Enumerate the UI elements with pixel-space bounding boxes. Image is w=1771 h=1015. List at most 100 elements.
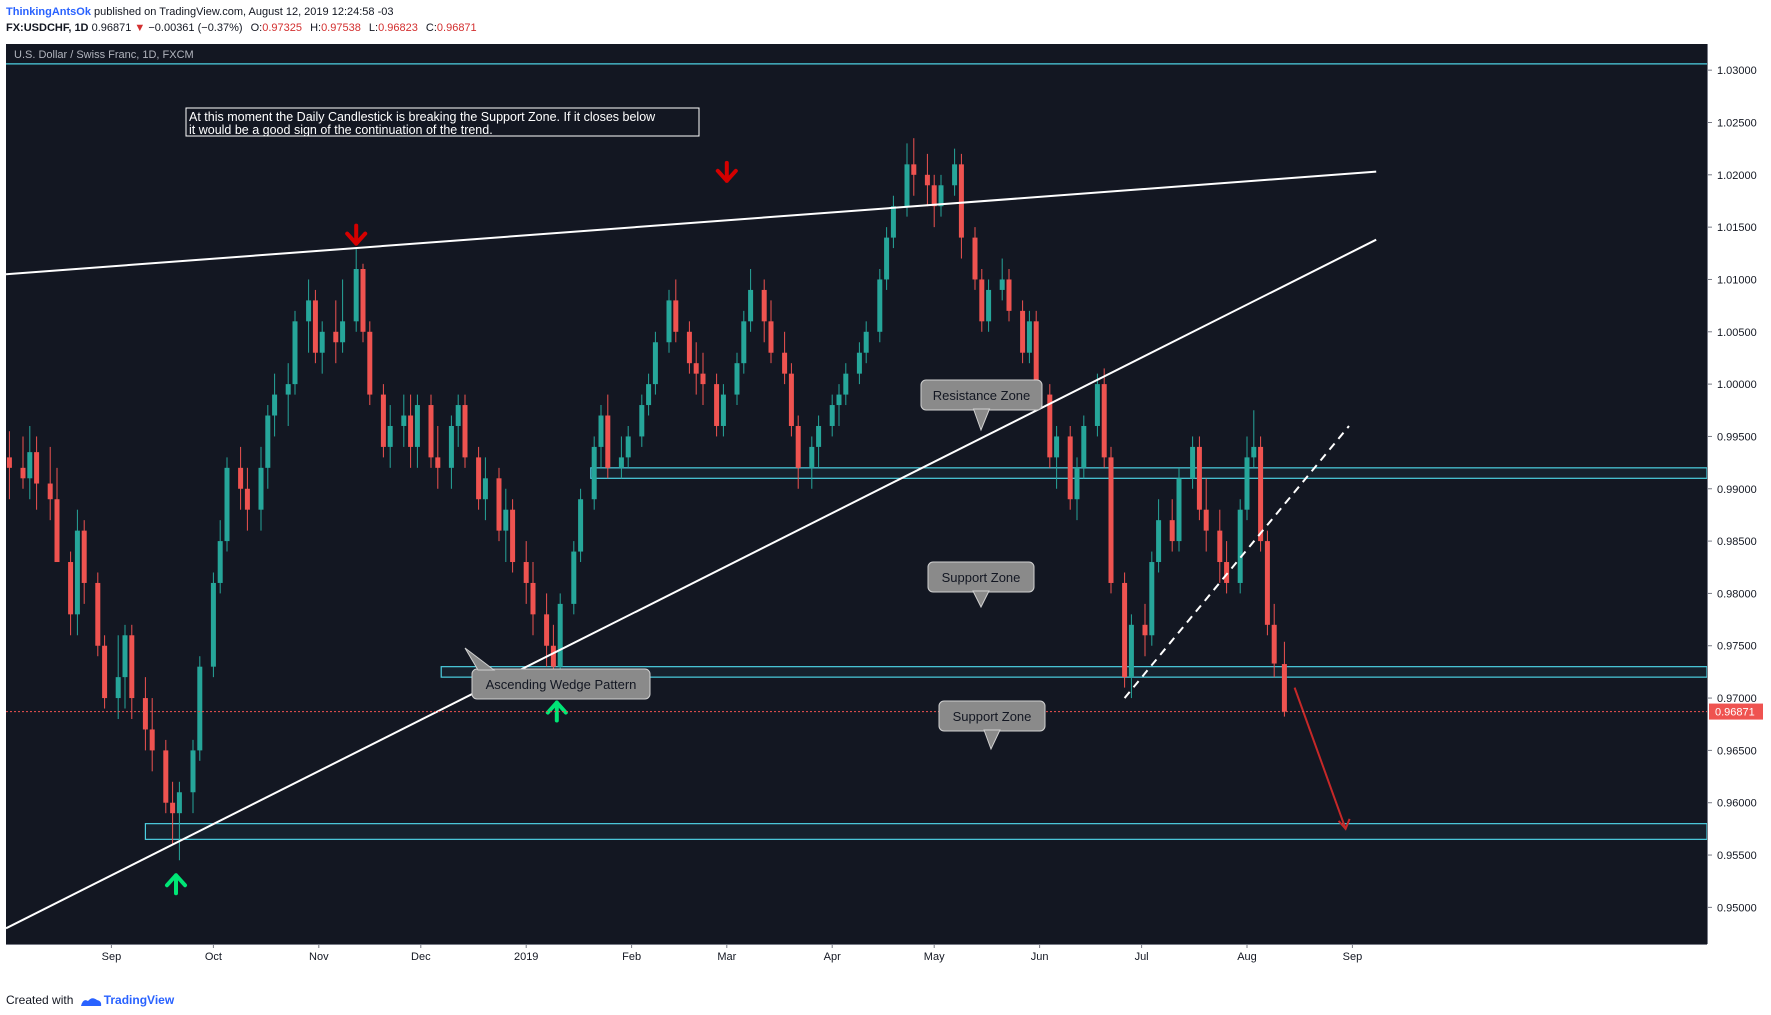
candle-body (1169, 520, 1175, 542)
candle-body (741, 321, 747, 364)
candle-body (931, 185, 937, 207)
candle-body (836, 394, 842, 406)
candle-body (571, 551, 577, 604)
candle-body (795, 425, 801, 468)
candle-body (122, 635, 128, 678)
annotation-line-2: it would be a good sign of the continuat… (189, 123, 493, 137)
up-arrow-icon (165, 873, 187, 896)
candle-body (1156, 520, 1162, 563)
candle-body (102, 645, 108, 699)
candle-body (1196, 446, 1202, 510)
candle-body (224, 467, 230, 542)
plot-area[interactable] (6, 44, 1707, 944)
projection-arrowhead-icon (1337, 818, 1351, 831)
candle-body (1128, 624, 1134, 678)
candle-body (816, 425, 822, 447)
candle-body (639, 405, 645, 437)
footer: Created with TradingView (6, 993, 174, 1007)
candle-body (244, 488, 250, 510)
x-tick-label: Jul (1135, 951, 1149, 963)
candle-body (788, 373, 794, 426)
candle-body (333, 331, 339, 343)
candle-body (666, 300, 672, 343)
down-triangle-icon: ▼ (134, 22, 146, 34)
candle-body (210, 582, 216, 667)
low-value: 0.96823 (378, 22, 418, 34)
candle-body (1081, 425, 1087, 468)
candle-body (115, 677, 121, 699)
high-value: 0.97538 (321, 22, 361, 34)
candle-body (618, 457, 624, 468)
candle-body (81, 530, 87, 583)
candle-body (700, 373, 706, 385)
candle-body (1074, 467, 1080, 500)
candle-body (625, 436, 631, 458)
x-tick-label: Jun (1031, 951, 1049, 963)
candle-body (476, 457, 482, 500)
high-label: H: (310, 22, 322, 34)
candle-body (142, 698, 148, 730)
candle-body (306, 300, 312, 322)
candle-body (1258, 446, 1264, 542)
symbol-info: FX:USDCHF, 1D 0.96871 ▼ −0.00361 (−0.37%… (6, 21, 477, 35)
candle-body (27, 452, 33, 479)
candle-body (74, 530, 80, 615)
close-value: 0.96871 (436, 22, 477, 34)
annotation-box (185, 107, 700, 137)
y-tick-label: 0.99500 (1717, 431, 1757, 443)
candle-body (285, 384, 291, 395)
candle-body (877, 279, 883, 332)
candle-body (544, 614, 550, 646)
x-tick-label: 2019 (514, 951, 538, 963)
candle-body (598, 415, 604, 447)
candle-body (673, 300, 679, 332)
candle-body (258, 467, 264, 510)
x-tick-label: May (924, 951, 945, 963)
x-tick-label: Aug (1237, 951, 1257, 963)
x-tick-label: Dec (411, 951, 431, 963)
candle-body (952, 164, 958, 186)
y-tick-label: 1.01500 (1717, 222, 1757, 234)
candle-body (1281, 664, 1287, 712)
candle-body (510, 509, 516, 563)
created-with-text: Created with (6, 993, 74, 1007)
candle-body (176, 792, 182, 814)
candle-body (312, 300, 318, 353)
down-arrow-icon (715, 160, 738, 183)
candle-body (129, 635, 135, 699)
candle-body (1176, 478, 1182, 542)
candle-body (319, 331, 325, 353)
callout-pointer-1 (972, 590, 990, 609)
symbol-label: FX:USDCHF, 1D (6, 22, 89, 34)
candle-body (904, 164, 910, 207)
candle-body (1190, 446, 1196, 479)
callout-label-0: Resistance Zone (933, 388, 1031, 403)
candle-body (1101, 384, 1107, 458)
price-change: −0.00361 (−0.37%) (148, 22, 243, 34)
candle-body (530, 582, 536, 615)
price-chart[interactable]: U.S. Dollar / Swiss Franc, 1D, FXCM 0.96… (0, 40, 1771, 985)
candle-body (591, 446, 597, 500)
candle-body (496, 478, 502, 531)
author-link[interactable]: ThinkingAntsOk (6, 6, 91, 18)
candle-body (448, 425, 454, 468)
y-tick-label: 0.96000 (1717, 798, 1757, 810)
tradingview-logo-icon (80, 998, 101, 1006)
candle-body (958, 164, 964, 238)
candle-body (1094, 384, 1100, 426)
callout-pointer-3 (983, 729, 1001, 751)
candle-body (367, 331, 373, 395)
candle-body (149, 729, 155, 751)
candle-body (197, 666, 203, 751)
candle-body (550, 645, 556, 667)
candle-body (190, 750, 196, 793)
close-label: C: (425, 22, 437, 34)
candle-body (401, 415, 407, 426)
trendline-1 (5, 238, 1377, 930)
candle-body (353, 269, 359, 322)
tradingview-brand-link[interactable]: TradingView (103, 993, 175, 1007)
candle-body (748, 289, 754, 322)
trendline-0 (5, 170, 1377, 276)
candle-body (1026, 321, 1032, 353)
candle-body (1271, 624, 1277, 664)
